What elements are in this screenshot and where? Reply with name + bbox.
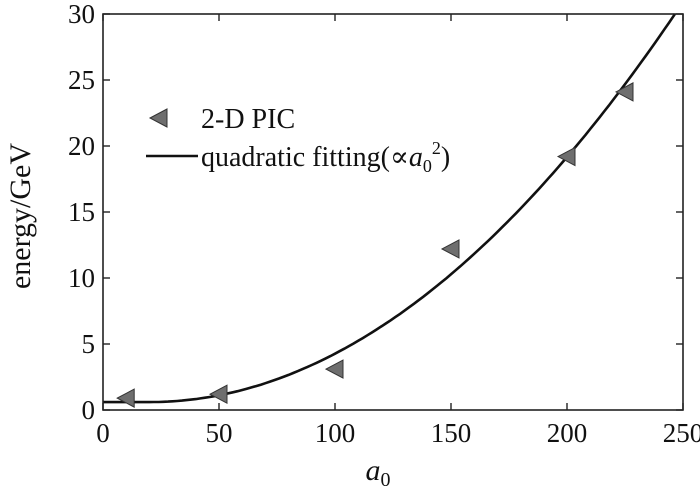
pic-data-point (556, 146, 576, 167)
x-tick-label: 50 (206, 418, 233, 448)
pic-data-point (614, 82, 634, 102)
x-tick-labels: 0 50 100 150 200 250 (96, 418, 700, 448)
x-tick-label: 200 (547, 418, 588, 448)
legend: 2-D PIC quadratic fitting(∝a02) (146, 104, 450, 176)
x-tick-label: 0 (96, 418, 110, 448)
legend-label-quadratic-fitting: quadratic fitting(∝a02) (201, 138, 450, 176)
quadratic-fit-line (103, 13, 676, 404)
pic-data-point (116, 388, 135, 408)
pic-markers (116, 82, 634, 408)
y-tick-label: 10 (68, 263, 95, 293)
y-tick-labels: 0 5 10 15 20 25 30 (68, 0, 95, 425)
y-axis-label: energy/GeV (4, 143, 37, 289)
y-tick-label: 5 (82, 329, 96, 359)
pic-data-point (208, 384, 228, 404)
y-tick-label: 30 (68, 0, 95, 29)
y-tick-label: 20 (68, 131, 95, 161)
y-tick-label: 25 (68, 65, 95, 95)
plot-frame (102, 13, 684, 411)
legend-marker-2-d-pic (148, 108, 168, 128)
x-axis-label: a0 (366, 454, 391, 491)
axis-ticks (102, 13, 684, 411)
legend-label-2-d-pic: 2-D PIC (201, 104, 295, 135)
y-tick-label: 0 (82, 395, 96, 425)
x-tick-label: 250 (663, 418, 700, 448)
pic-data-point (440, 239, 460, 259)
y-tick-label: 15 (68, 197, 95, 227)
pic-data-point (324, 359, 344, 379)
x-tick-label: 100 (315, 418, 356, 448)
x-tick-label: 150 (431, 418, 472, 448)
